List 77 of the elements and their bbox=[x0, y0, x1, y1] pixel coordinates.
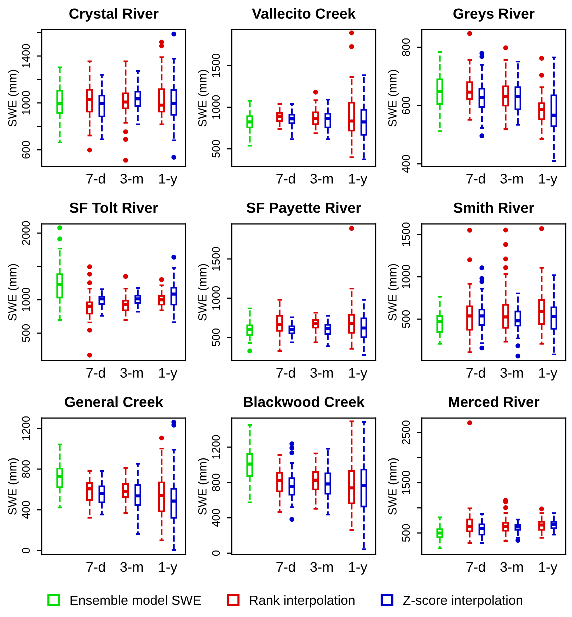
x-tick-label: 3-m bbox=[120, 174, 144, 184]
y-tick-label: 1200 bbox=[212, 435, 220, 459]
y-tick-label: 1400 bbox=[22, 44, 30, 68]
y-tick-label: 500 bbox=[402, 310, 410, 328]
y-tick-label: 1000 bbox=[22, 91, 30, 115]
x-tick-label: 1-y bbox=[539, 174, 558, 187]
x-tick-label: 7-d bbox=[466, 562, 486, 572]
legend-label: Rank interpolation bbox=[250, 595, 355, 608]
x-tick-label: 3-m bbox=[120, 368, 144, 378]
x-tick-label: 1-y bbox=[159, 368, 178, 381]
y-tick-label: 0 bbox=[212, 550, 220, 556]
chart-title: Vallecito Creek bbox=[252, 8, 356, 20]
y-tick-label: 800 bbox=[22, 460, 30, 478]
x-tick-label: 3-m bbox=[120, 562, 144, 572]
chart-title: Blackwood Creek bbox=[244, 396, 365, 408]
y-tick-label: 400 bbox=[212, 509, 220, 528]
y-tick-label: 1000 bbox=[22, 288, 30, 312]
x-tick-label: 7-d bbox=[466, 368, 486, 378]
x-tick-label: 7-d bbox=[86, 174, 106, 184]
y-tick-label: 800 bbox=[402, 38, 410, 56]
x-tick-label: 3-m bbox=[310, 174, 334, 184]
y-tick-label: 500 bbox=[212, 328, 220, 346]
y-tick-label: 400 bbox=[402, 155, 410, 174]
legend-label: Ensemble model SWE bbox=[70, 595, 202, 606]
chart-title: SF Payette River bbox=[246, 202, 362, 216]
y-axis-title: SWE (mm) bbox=[388, 70, 400, 127]
x-tick-label: 7-d bbox=[276, 368, 296, 378]
x-tick-label: 7-d bbox=[276, 562, 296, 572]
chart-title: Crystal River bbox=[70, 8, 159, 22]
y-tick-label: 1000 bbox=[402, 265, 410, 289]
x-tick-label: 3-m bbox=[310, 368, 334, 378]
y-tick-label: 0 bbox=[22, 548, 30, 554]
y-axis-title: SWE (mm) bbox=[198, 70, 210, 127]
x-tick-label: 1-y bbox=[159, 174, 178, 187]
chart-title: Smith River bbox=[454, 202, 534, 214]
y-axis-title: SWE (mm) bbox=[198, 458, 210, 515]
y-tick-label: 800 bbox=[212, 474, 220, 492]
chart-title: General Creek bbox=[65, 396, 164, 408]
chart-title: Merced River bbox=[449, 396, 540, 408]
y-axis-title: SWE (mm) bbox=[8, 70, 20, 127]
y-axis-title: SWE (mm) bbox=[8, 458, 20, 515]
x-tick-label: 1-y bbox=[539, 562, 558, 575]
legend-label: Z-score interpolation bbox=[404, 595, 523, 608]
y-tick-label: 1500 bbox=[212, 247, 220, 271]
x-tick-label: 3-m bbox=[500, 562, 524, 572]
x-tick-label: 3-m bbox=[500, 368, 524, 378]
chart-title: Greys River bbox=[454, 8, 535, 22]
x-tick-label: 1-y bbox=[539, 368, 558, 381]
x-tick-label: 7-d bbox=[86, 368, 106, 378]
y-tick-label: 1500 bbox=[402, 471, 410, 494]
x-tick-label: 7-d bbox=[276, 174, 296, 184]
x-tick-label: 7-d bbox=[466, 174, 486, 184]
y-tick-label: 400 bbox=[22, 501, 30, 520]
y-tick-label: 1000 bbox=[212, 96, 220, 119]
x-tick-label: 3-m bbox=[500, 174, 524, 184]
y-tick-label: 500 bbox=[212, 140, 220, 158]
y-tick-label: 1500 bbox=[212, 54, 220, 78]
x-tick-label: 1-y bbox=[159, 562, 178, 575]
x-tick-label: 3-m bbox=[310, 562, 334, 572]
y-tick-label: 2500 bbox=[402, 420, 410, 445]
y-tick-label: 600 bbox=[402, 96, 410, 114]
y-tick-label: 2000 bbox=[22, 221, 30, 246]
y-tick-label: 500 bbox=[402, 524, 410, 542]
y-axis-title: SWE (mm) bbox=[388, 264, 400, 321]
y-tick-label: 1000 bbox=[212, 286, 220, 310]
x-tick-label: 1-y bbox=[349, 562, 368, 575]
y-tick-label: 500 bbox=[22, 324, 30, 342]
y-tick-label: 1500 bbox=[402, 222, 410, 246]
y-tick-label: 600 bbox=[22, 141, 30, 159]
chart-title: SF Tolt River bbox=[70, 202, 158, 214]
y-axis-title: SWE (mm) bbox=[198, 264, 210, 321]
y-axis-title: SWE (mm) bbox=[388, 458, 400, 515]
x-tick-label: 7-d bbox=[86, 562, 106, 572]
y-axis-title: SWE (mm) bbox=[8, 264, 20, 321]
x-tick-label: 1-y bbox=[349, 368, 368, 381]
x-tick-label: 1-y bbox=[349, 174, 368, 187]
y-tick-label: 1200 bbox=[22, 416, 30, 440]
